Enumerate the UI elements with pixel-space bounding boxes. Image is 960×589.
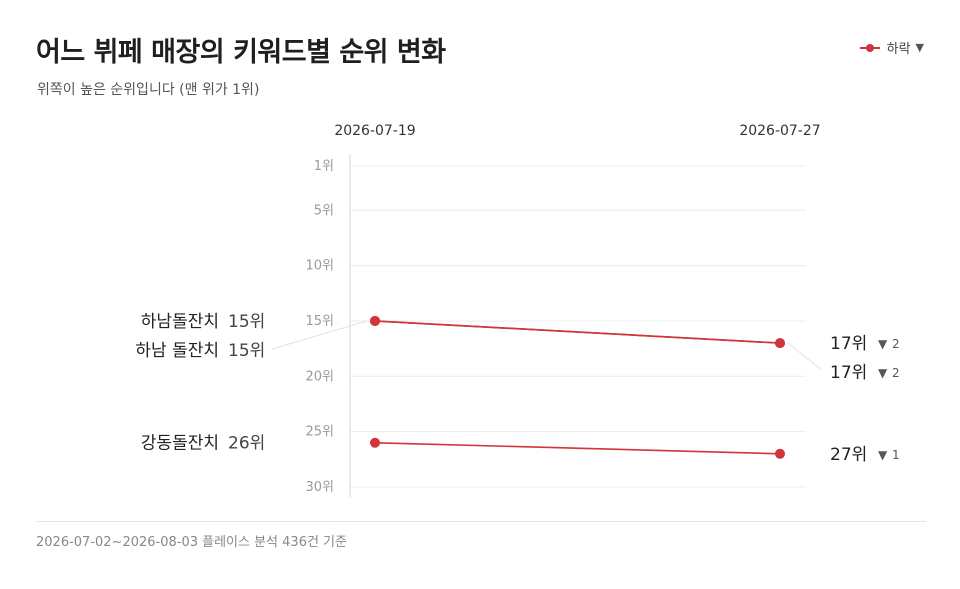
series-line <box>374 320 781 344</box>
legend-down-triangle-icon: ▼ <box>915 41 924 54</box>
data-point-start <box>370 315 380 326</box>
series-end-rank-label: 17위 <box>830 363 867 383</box>
series-start-rank-label: 15위 <box>228 341 265 361</box>
legend[interactable]: 하락 ▼ <box>859 38 924 57</box>
series-change-label: 2 <box>892 337 900 351</box>
x-label-end: 2026-07-27 <box>739 123 820 139</box>
data-point-end <box>775 448 785 459</box>
footer-note: 2026-07-02~2026-08-03 플레이스 분석 436건 기준 <box>36 535 347 550</box>
down-triangle-icon: ▼ <box>878 337 888 351</box>
y-tick-label: 20위 <box>305 369 334 384</box>
series-keyword-label: 강동돌잔치 <box>141 434 219 454</box>
series-change-label: 1 <box>892 448 900 462</box>
y-tick-label: 25위 <box>305 425 334 440</box>
series-end-rank-label: 17위 <box>830 334 867 354</box>
y-tick-label: 15위 <box>305 314 334 329</box>
slope-chart: 1위 5위 10위 15위 20위 25위 30위 2026-07-19 2026-07-27 하… <box>135 123 900 497</box>
data-point-start <box>370 437 380 448</box>
chart-subtitle: 위쪽이 높은 순위입니다 (맨 위가 1위) <box>37 82 260 98</box>
y-tick-label: 5위 <box>314 203 334 218</box>
x-label-start: 2026-07-19 <box>334 123 415 139</box>
down-triangle-icon: ▼ <box>878 366 888 380</box>
legend-line-icon <box>859 43 880 52</box>
label-leader-line <box>787 342 823 371</box>
y-tick-label: 30위 <box>305 480 334 495</box>
series-keyword-label: 하남돌잔치 <box>141 312 219 332</box>
series-start-rank-label: 26위 <box>228 434 265 454</box>
series-keyword-label: 하남 돌잔치 <box>135 341 219 361</box>
legend-label: 하락 <box>886 42 911 57</box>
down-triangle-icon: ▼ <box>878 448 888 462</box>
chart-title: 어느 뷔페 매장의 키워드별 순위 변화 <box>36 37 446 68</box>
y-tick-label: 1위 <box>314 159 334 174</box>
footer-divider <box>36 521 926 522</box>
label-leader-line <box>271 320 368 350</box>
series-end-rank-label: 27위 <box>830 445 867 465</box>
data-point-end <box>775 338 785 349</box>
series-line <box>374 441 781 455</box>
series-change-label: 2 <box>892 366 900 380</box>
series-start-rank-label: 15위 <box>228 312 265 332</box>
y-tick-label: 10위 <box>305 259 334 274</box>
